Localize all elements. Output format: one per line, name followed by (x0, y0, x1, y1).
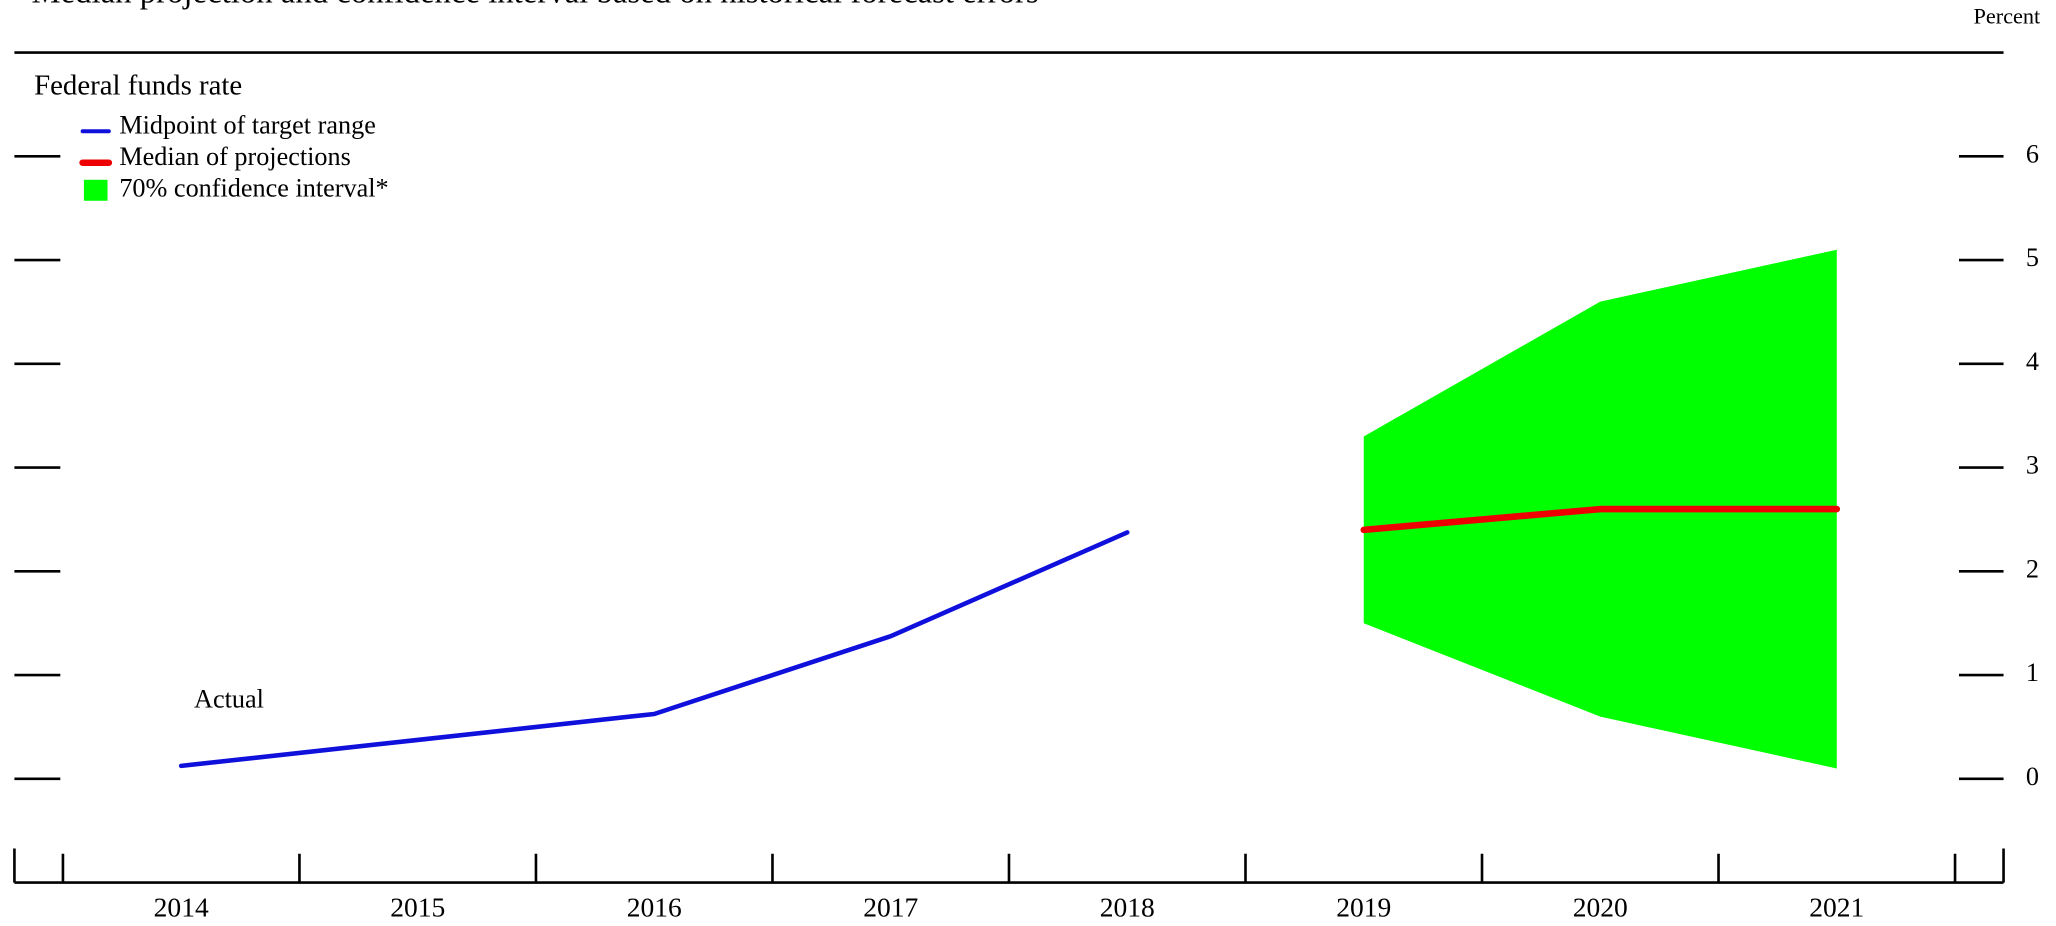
x-tick-label: 2015 (390, 891, 445, 922)
x-tick-label: 2018 (1100, 891, 1155, 922)
y-axis-label: Percent (1973, 4, 2041, 29)
chart-title: Median projection and confidence interva… (31, 0, 1038, 10)
x-tick-label: 2021 (1809, 891, 1864, 922)
y-tick-label: 5 (2026, 243, 2039, 272)
x-tick-label: 2014 (154, 891, 209, 922)
x-tick-label: 2019 (1336, 891, 1391, 922)
y-tick-label: 4 (2026, 347, 2039, 376)
x-tick-label: 2016 (627, 891, 682, 922)
y-tick-label: 2 (2026, 554, 2039, 583)
x-tick-label: 2020 (1573, 891, 1628, 922)
series-line (178, 530, 1130, 769)
legend-label: Median of projections (119, 142, 351, 171)
annotation: Actual (194, 685, 264, 714)
x-tick-label: 2017 (863, 891, 918, 922)
series-line (1360, 505, 1841, 534)
panel-title: Federal funds rate (34, 70, 242, 102)
y-tick-label: 1 (2026, 658, 2039, 687)
y-tick-label: 0 (2026, 762, 2039, 791)
y-tick-label: 6 (2026, 139, 2039, 168)
legend-label: 70% confidence interval* (119, 173, 388, 202)
legend-label: Midpoint of target range (119, 110, 376, 139)
legend-swatch (83, 179, 108, 201)
y-tick-label: 3 (2026, 451, 2039, 480)
